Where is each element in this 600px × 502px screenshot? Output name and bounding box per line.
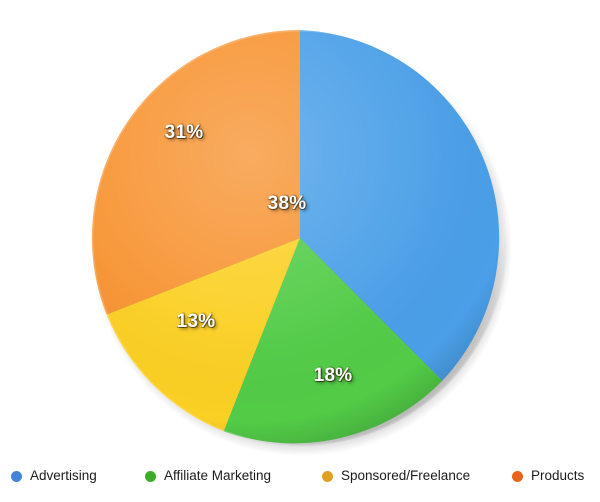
pie-rim-highlight bbox=[92, 30, 508, 446]
legend-swatch-icon-sponsored-freelance bbox=[322, 470, 333, 482]
pie-chart: 38% 18% 13% 31% bbox=[78, 16, 522, 460]
legend-swatch-icon-products bbox=[512, 470, 523, 482]
legend-swatch-icon-advertising bbox=[11, 470, 22, 482]
legend-item-sponsored-freelance[interactable]: Sponsored/Freelance bbox=[322, 465, 470, 487]
pie-sheen bbox=[92, 30, 508, 446]
pie-graphic: 38% 18% 13% 31% bbox=[78, 16, 522, 460]
legend-item-products[interactable]: Products bbox=[512, 465, 584, 487]
legend-label-affiliate-marketing: Affiliate Marketing bbox=[164, 468, 272, 484]
legend-label-sponsored-freelance: Sponsored/Freelance bbox=[341, 468, 471, 484]
legend-item-affiliate-marketing[interactable]: Affiliate Marketing bbox=[145, 465, 271, 487]
legend-swatch-icon-affiliate-marketing bbox=[145, 470, 156, 482]
legend-label-products: Products bbox=[531, 468, 585, 484]
pie-svg bbox=[91, 29, 512, 456]
chart-legend: Advertising Affiliate Marketing Sponsore… bbox=[0, 462, 600, 502]
legend-item-advertising[interactable]: Advertising bbox=[11, 465, 97, 487]
legend-label-advertising: Advertising bbox=[30, 468, 97, 484]
